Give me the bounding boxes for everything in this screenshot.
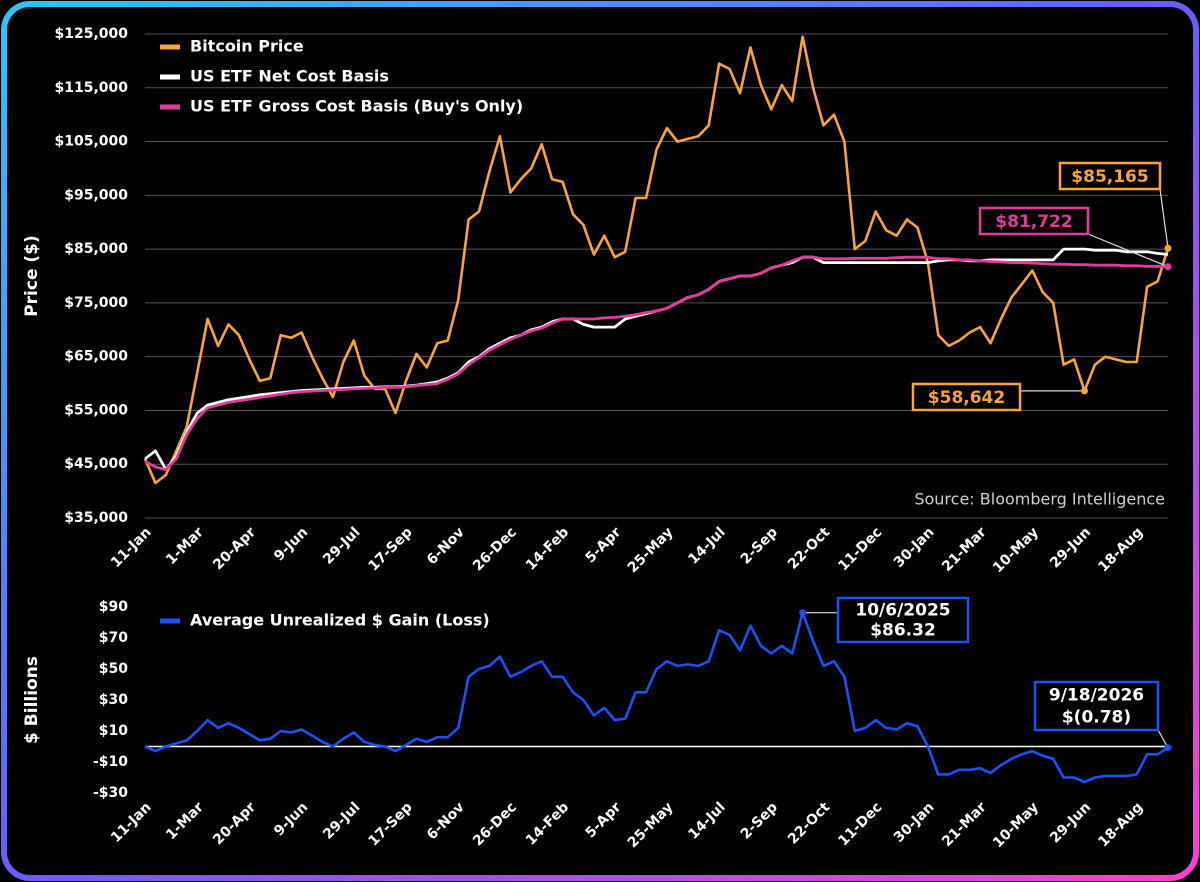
y-axis-label: Price ($) xyxy=(22,235,42,317)
label-box xyxy=(911,382,1022,412)
y-tick-label: $85,000 xyxy=(64,241,128,257)
label-box xyxy=(836,596,970,644)
y-tick-label: $125,000 xyxy=(54,26,128,42)
value-label: $(0.78) xyxy=(1062,708,1131,728)
value-label: $86.32 xyxy=(870,621,936,641)
y-tick-label: $10 xyxy=(99,723,128,739)
y-tick-label: -$10 xyxy=(93,754,128,770)
legend-label: US ETF Gross Cost Basis (Buy's Only) xyxy=(190,97,523,116)
point-marker xyxy=(1164,744,1172,752)
series-line xyxy=(143,35,1170,485)
y-tick-label: $35,000 xyxy=(64,510,128,526)
legend-label: Average Unrealized $ Gain (Loss) xyxy=(190,611,490,630)
value-label: $81,722 xyxy=(995,212,1072,232)
label-box xyxy=(978,206,1090,236)
series-line xyxy=(144,611,1169,784)
value-label: $58,642 xyxy=(928,388,1005,408)
source: Source: Bloomberg Intelligence xyxy=(914,490,1165,509)
series-line xyxy=(144,255,1169,471)
y-tick-label: $55,000 xyxy=(64,402,128,418)
y-tick-label: $105,000 xyxy=(54,134,128,150)
leader-line xyxy=(1087,233,1169,268)
y-tick-label: -$30 xyxy=(93,785,128,801)
legend-label: US ETF Net Cost Basis xyxy=(190,67,389,86)
label-box xyxy=(1033,680,1160,732)
label-box xyxy=(1058,161,1162,191)
point-marker xyxy=(1164,244,1172,252)
y-tick-label: $65,000 xyxy=(64,349,128,365)
y-tick-label: $30 xyxy=(99,692,128,708)
date-label: 10/6/2025 xyxy=(855,600,950,620)
y-tick-label: $75,000 xyxy=(64,295,128,311)
point-marker xyxy=(1164,263,1172,271)
y-tick-label: $115,000 xyxy=(54,80,128,96)
y-tick-label: $95,000 xyxy=(64,187,128,203)
y-tick-label: $50 xyxy=(99,661,128,677)
y-tick-label: $90 xyxy=(99,599,128,615)
value-label: $85,165 xyxy=(1071,167,1148,187)
y-tick-label: $45,000 xyxy=(64,456,128,472)
leader-line xyxy=(1159,188,1169,249)
legend-label: Bitcoin Price xyxy=(190,37,304,56)
point-marker xyxy=(799,609,807,617)
y-tick-label: $70 xyxy=(99,630,128,646)
date-label: 9/18/2026 xyxy=(1049,685,1144,705)
y-axis-label: $ Billions xyxy=(22,656,42,744)
point-marker xyxy=(1080,387,1088,395)
